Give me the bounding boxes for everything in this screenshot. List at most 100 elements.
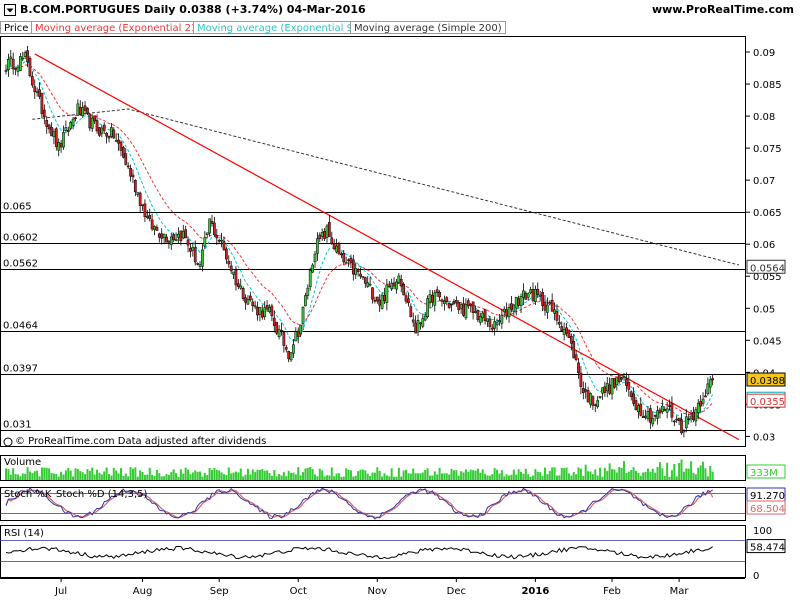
volume-bar <box>211 470 214 480</box>
candle <box>169 236 173 245</box>
volume-bar <box>105 467 108 480</box>
legend-ema21[interactable]: Moving average (Exponential 21) <box>31 21 206 34</box>
candle <box>272 317 276 326</box>
volume-bar <box>503 476 506 480</box>
volume-bar <box>496 469 499 480</box>
candle <box>11 58 15 70</box>
volume-bar <box>100 474 103 480</box>
candle <box>320 232 324 237</box>
candle <box>241 287 245 299</box>
volume-bar <box>239 468 242 480</box>
candle <box>229 265 233 272</box>
candle <box>562 329 566 335</box>
volume-bar <box>678 462 681 480</box>
legend-sma200[interactable]: Moving average (Simple 200) <box>350 21 506 34</box>
volume-bar <box>280 475 283 480</box>
volume-bar <box>215 469 218 480</box>
candle <box>234 269 238 286</box>
volume-bar <box>93 474 96 480</box>
volume-bar <box>201 476 204 480</box>
candle <box>57 141 61 151</box>
y-tick-label: 0.085 <box>753 80 782 91</box>
candle <box>411 319 415 323</box>
candle <box>371 287 374 300</box>
candle <box>344 262 348 264</box>
candle <box>615 377 619 386</box>
volume-bar <box>311 469 314 480</box>
candle <box>93 115 96 122</box>
stoch-d-marker <box>746 500 786 515</box>
candle <box>220 239 223 242</box>
volume-bar <box>81 472 84 480</box>
volume-bar <box>297 467 300 480</box>
candle <box>134 180 137 193</box>
value-marker-label: 0.0388 <box>750 376 785 387</box>
candle <box>469 303 473 306</box>
candle <box>522 290 525 298</box>
candle <box>380 294 384 309</box>
volume-bar <box>704 468 707 480</box>
candle <box>543 301 547 311</box>
candle <box>407 298 410 304</box>
candle <box>629 391 633 397</box>
x-tick-label: Nov <box>368 586 388 597</box>
volume-bar <box>55 473 58 480</box>
candle <box>555 311 559 321</box>
volume-bar <box>575 474 578 480</box>
volume-bar <box>632 467 635 480</box>
volume-bar <box>630 470 633 480</box>
stoch-d-marker-label: 68.504 <box>750 504 785 515</box>
x-tick-label: Oct <box>290 586 307 597</box>
volume-bar <box>385 475 388 480</box>
volume-bar <box>472 470 475 480</box>
chart-menu-icon[interactable] <box>4 4 16 16</box>
candle <box>323 230 326 239</box>
volume-bar <box>694 474 697 480</box>
volume-bar <box>124 473 127 480</box>
volume-bar <box>682 471 685 480</box>
volume-bar <box>500 470 503 480</box>
volume-bar <box>690 461 693 480</box>
volume-bar <box>115 470 118 480</box>
candle <box>244 297 247 303</box>
volume-bar <box>306 467 309 480</box>
volume-bar <box>182 473 185 480</box>
candle <box>150 219 154 230</box>
candle <box>165 236 168 243</box>
volume-bar <box>86 469 89 480</box>
candle <box>145 215 149 218</box>
volume-bar <box>591 474 594 480</box>
candle <box>98 127 101 136</box>
candle <box>692 412 695 421</box>
rsi-marker <box>746 539 786 554</box>
volume-bar <box>687 468 690 480</box>
volume-bar <box>558 475 561 480</box>
volume-bar <box>606 471 609 480</box>
candle <box>296 330 300 337</box>
volume-bar <box>7 469 10 480</box>
candle <box>76 103 80 116</box>
volume-bar <box>172 469 175 480</box>
trendline[interactable] <box>34 53 740 441</box>
volume-bar <box>191 472 194 480</box>
candle <box>507 307 511 318</box>
candle <box>510 303 513 310</box>
candle <box>66 130 70 132</box>
volume-bar <box>333 476 336 480</box>
legend-price[interactable]: Price <box>0 21 33 34</box>
candle <box>409 306 413 318</box>
volume-bar <box>340 476 343 480</box>
candle <box>438 291 441 298</box>
candle <box>340 253 343 256</box>
volume-bar <box>402 470 405 480</box>
candle <box>589 393 592 405</box>
volume-bar <box>345 468 348 480</box>
candle <box>591 396 595 406</box>
ema9-line <box>5 60 714 423</box>
volume-bar <box>589 471 592 480</box>
volume-bar <box>167 474 170 480</box>
candle <box>69 122 73 129</box>
candle <box>119 141 123 151</box>
candle <box>663 409 667 411</box>
